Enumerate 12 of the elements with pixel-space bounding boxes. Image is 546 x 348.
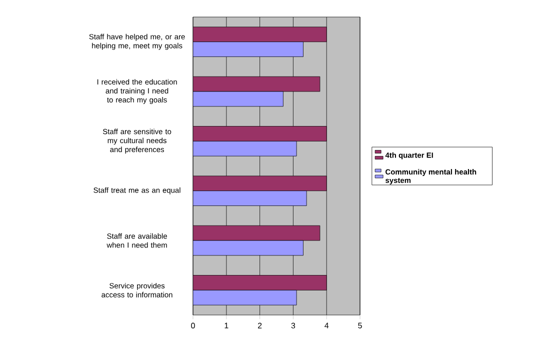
bar [193,126,327,142]
bar [193,275,327,290]
bar [193,140,297,156]
bar [193,190,307,206]
bar [193,91,284,107]
bar [193,240,304,256]
bar [193,225,320,241]
bar [193,290,297,306]
bar [193,26,327,42]
bar [193,42,304,57]
bar [193,176,327,192]
bar [193,76,320,92]
